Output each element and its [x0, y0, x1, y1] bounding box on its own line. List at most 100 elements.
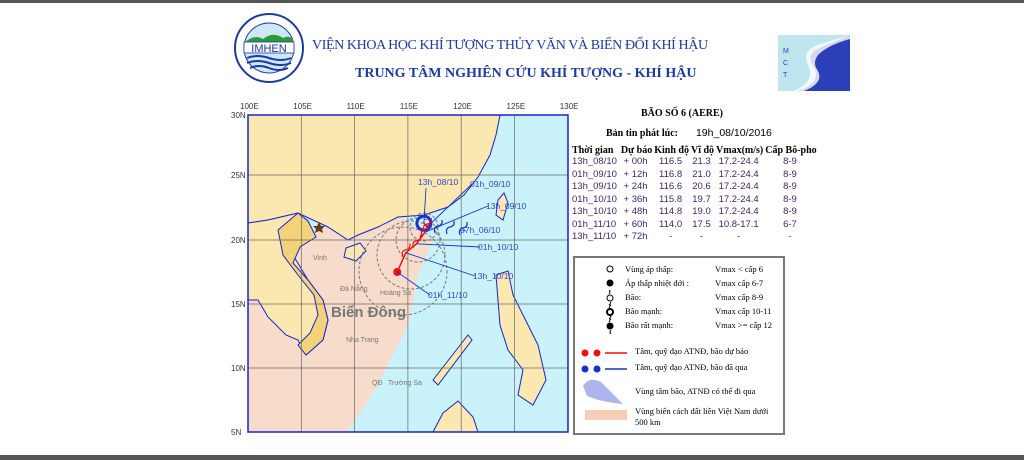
table-cell: 01h_11/10 [572, 218, 617, 230]
track-symbols [581, 349, 627, 373]
storm-category-icon [603, 276, 617, 294]
track-time-label: 01h_10/10 [478, 242, 518, 252]
lon-tick-label: 120E [453, 102, 472, 111]
column-header: Dự báo [620, 145, 653, 156]
lon-tick-label: 115E [400, 102, 418, 111]
table-cell: + 60h [623, 218, 648, 230]
legend-vmax: Vmax >= cấp 12 [715, 320, 773, 330]
table-cell: 19.0 [692, 206, 711, 217]
table-cell: 21.3 [692, 156, 711, 167]
table-cell: 8-9 [783, 206, 797, 217]
column-header: Cấp Bô-pho [765, 145, 817, 156]
lat-tick-label: 10N [231, 364, 246, 373]
table-cell: 13h_11/10 [572, 231, 617, 242]
table-cell: 01h_09/10 [572, 168, 617, 180]
table-cell: 13h_09/10 [572, 181, 617, 192]
bulletin-panel: BÃO SỐ 6 (AERE) Bản tin phát lúc: 19h_08/… [572, 108, 817, 244]
past-storm-icon [445, 220, 455, 235]
place-qd: QĐ [372, 380, 383, 387]
table-cell: 21.0 [692, 168, 711, 180]
legend-past-track: Tâm, quỹ đạo ATNĐ, bão đã qua [635, 362, 748, 372]
storm-symbol-icon [401, 243, 411, 257]
storm-track: 13h_08/10 01h_09/10 13h_09/10 07h_06/10 01h_… [393, 177, 526, 300]
table-cell: - [737, 231, 741, 242]
track-leader-line [424, 205, 489, 233]
track-leader-line [416, 243, 481, 248]
issued-label: Bản tin phát lúc: [606, 128, 678, 139]
column-header: Vĩ độ [690, 145, 715, 156]
table-cell: + 36h [623, 193, 648, 205]
lon-tick-label: 105E [293, 102, 312, 111]
table-row: 13h_09/10 + 24h 116.6 20.6 17.2-24.4 8-9 [572, 181, 819, 194]
place-danang: Đà Nẵng [340, 284, 368, 293]
table-row: 13h_08/10 + 00h 116.5 21.3 17.2-24.4 8-9 [572, 156, 819, 169]
table-cell: 8-9 [783, 156, 797, 167]
track-time-label: 07h_06/10 [460, 225, 500, 235]
track-time-label: 13h_09/10 [486, 201, 526, 211]
table-row: 01h_09/10 + 12h 116.8 21.0 17.2-24.4 8-9 [572, 169, 819, 182]
track-time-label: 13h_08/10 [418, 177, 458, 187]
lat-tick-label: 15N [231, 300, 246, 309]
place-truongsa: Trường Sa [388, 380, 422, 387]
table-cell: 19.7 [692, 193, 711, 205]
palawan [432, 334, 473, 386]
past-center-icon [581, 365, 589, 373]
table-cell: 116.6 [659, 181, 683, 192]
table-cell: 114.0 [659, 218, 683, 230]
column-header: Vmax(m/s) [716, 145, 764, 156]
track-time-label: 13h_10/10 [473, 271, 513, 281]
lat-tick-label: 5N [231, 428, 241, 437]
legend-category-label: Bão mạnh: [625, 306, 663, 316]
depression-point-icon [393, 268, 402, 276]
table-cell: + 48h [623, 206, 648, 217]
table-cell: 8-9 [783, 193, 797, 205]
philippines [495, 270, 547, 406]
storm-symbol-icon [412, 234, 422, 249]
table-cell: - [669, 231, 673, 242]
place-hoangsa: Hoàng Sa [380, 290, 411, 297]
table-cell: 20.6 [692, 181, 711, 192]
table-cell: + 12h [623, 168, 648, 180]
table-cell: 115.8 [659, 193, 683, 205]
institute-title: VIỆN KHOA HỌC KHÍ TƯỢNG THỦY VĂN VÀ BIẾN… [312, 38, 708, 53]
storm-symbol-icon [422, 217, 432, 232]
table-cell: 8-9 [783, 181, 797, 192]
imhen-logo: IMHEN [234, 13, 304, 83]
legend-vmax: Vmax cấp 8-9 [715, 292, 764, 302]
legend-forecast-track: Tâm, quỹ đạo ATNĐ, bão dự báo [635, 346, 749, 356]
table-cell: 17.2-24.4 [718, 156, 759, 167]
table-cell: 8-9 [783, 168, 797, 180]
table-cell: - [788, 231, 792, 242]
track-leader-line [461, 229, 467, 232]
legend-cone: Vùng tâm bão, ATNĐ có thể đi qua [635, 386, 756, 396]
track-leader-line [396, 271, 431, 296]
storm-category-icon [603, 262, 617, 280]
storm-track-map: 100E 105E 110E 115E 120E 125E 130E 30N 25N 20N 15N… [231, 102, 578, 437]
lat-tick-label: 20N [231, 236, 246, 245]
forecast-center-icon [581, 349, 589, 357]
legend-vmax: Vmax cấp 6-7 [715, 278, 764, 288]
table-cell: 13h_10/10 [572, 206, 617, 217]
table-cell: 10.8-17.1 [718, 218, 759, 230]
track-time-label: 01h_09/10 [470, 179, 510, 189]
cone-swatch-icon [583, 379, 623, 404]
legend-category-label: Áp thấp nhiệt đới : [625, 278, 689, 288]
past-storm-icon [433, 219, 443, 234]
sea-label: Biển Đông [331, 304, 406, 321]
vietnam-land [277, 212, 329, 356]
table-cell: 17.2-24.4 [718, 206, 759, 217]
taiwan [495, 192, 509, 221]
hainan [343, 242, 367, 262]
table-cell: 116.5 [659, 156, 683, 167]
top-bar [0, 0, 1024, 3]
table-row: 13h_10/10 + 48h 114.8 19.0 17.2-24.4 8-9 [572, 206, 819, 219]
center-title: TRUNG TÂM NGHIÊN CỨU KHÍ TƯỢNG - KHÍ HẬU [355, 66, 697, 81]
bottom-bar [0, 455, 1024, 460]
hanoi-star [313, 222, 325, 233]
legend-zone: Vùng biển cách đất liền Việt Nam dưới 50… [635, 406, 769, 427]
table-cell: 17.2-24.4 [718, 168, 759, 180]
forecast-table: Thời gian Dự báo Kinh độ Vĩ độ Vmax(m/s) Cấp … [572, 145, 819, 244]
past-storm-icon [458, 221, 468, 236]
table-cell: 6-7 [783, 218, 797, 230]
track-time-label: 01h_11/10 [428, 290, 468, 300]
